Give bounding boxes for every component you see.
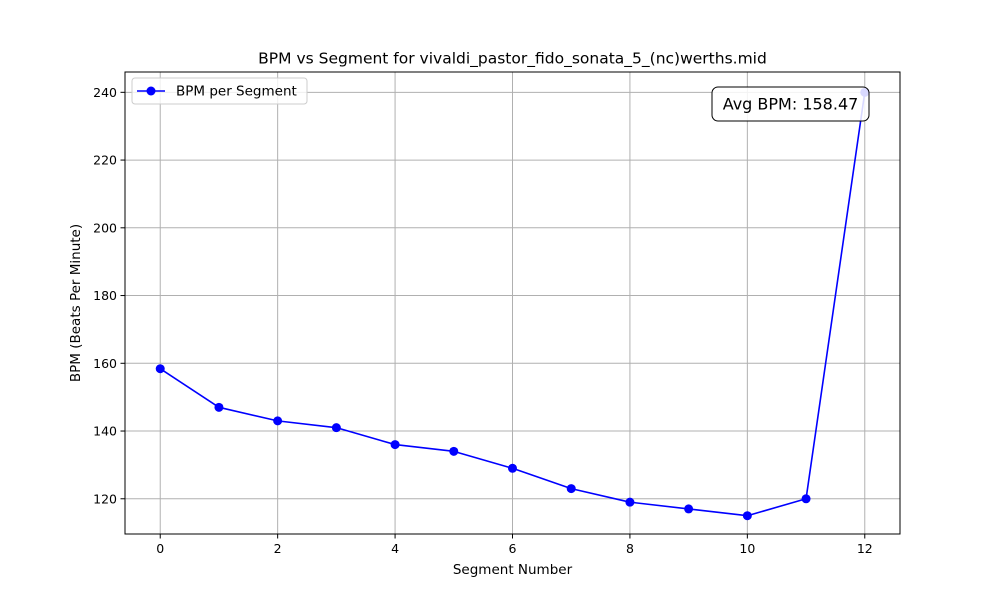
data-point: [625, 497, 635, 507]
legend-box: [131, 77, 308, 105]
x-axis-label: Segment Number: [453, 562, 573, 578]
data-point: [214, 402, 224, 412]
annotation-text: Avg BPM: 158.47: [723, 95, 859, 114]
data-point: [390, 440, 400, 450]
data-point: [742, 511, 752, 521]
y-tick-label: 180: [93, 288, 117, 303]
data-point: [566, 484, 576, 494]
y-tick-label: 160: [93, 356, 117, 371]
data-point: [449, 446, 459, 456]
grid: [125, 72, 900, 534]
y-tick-label: 220: [93, 153, 117, 168]
y-tick-label: 120: [93, 491, 117, 506]
data-point: [801, 494, 811, 504]
x-tick-label: 6: [509, 541, 517, 556]
data-point: [684, 504, 694, 514]
legend-marker-swatch: [146, 86, 156, 96]
y-tick-label: 200: [93, 220, 117, 235]
x-tick-label: 4: [391, 541, 399, 556]
avg-bpm-annotation: Avg BPM: 158.47: [711, 86, 870, 122]
y-tick-label: 240: [93, 85, 117, 100]
x-tick-label: 2: [274, 541, 282, 556]
data-point: [331, 423, 341, 433]
annotation-box-frame: [711, 86, 870, 122]
x-tick-label: 8: [626, 541, 634, 556]
y-axis-label: BPM (Beats Per Minute): [68, 224, 84, 382]
x-tick-label: 10: [739, 541, 755, 556]
legend-label: BPM per Segment: [176, 84, 297, 100]
x-tick-label: 0: [156, 541, 164, 556]
x-tick-label: 12: [857, 541, 873, 556]
data-point: [508, 463, 517, 473]
axis-ticks: 0 2 4 6 8 10 12 120 140 160 180 200 220 240: [93, 85, 873, 556]
y-tick-label: 140: [93, 424, 117, 439]
legend: BPM per Segment: [131, 77, 308, 105]
data-point: [155, 364, 165, 374]
data-point: [273, 416, 283, 426]
chart-title: BPM vs Segment for vivaldi_pastor_fido_s…: [258, 50, 767, 69]
